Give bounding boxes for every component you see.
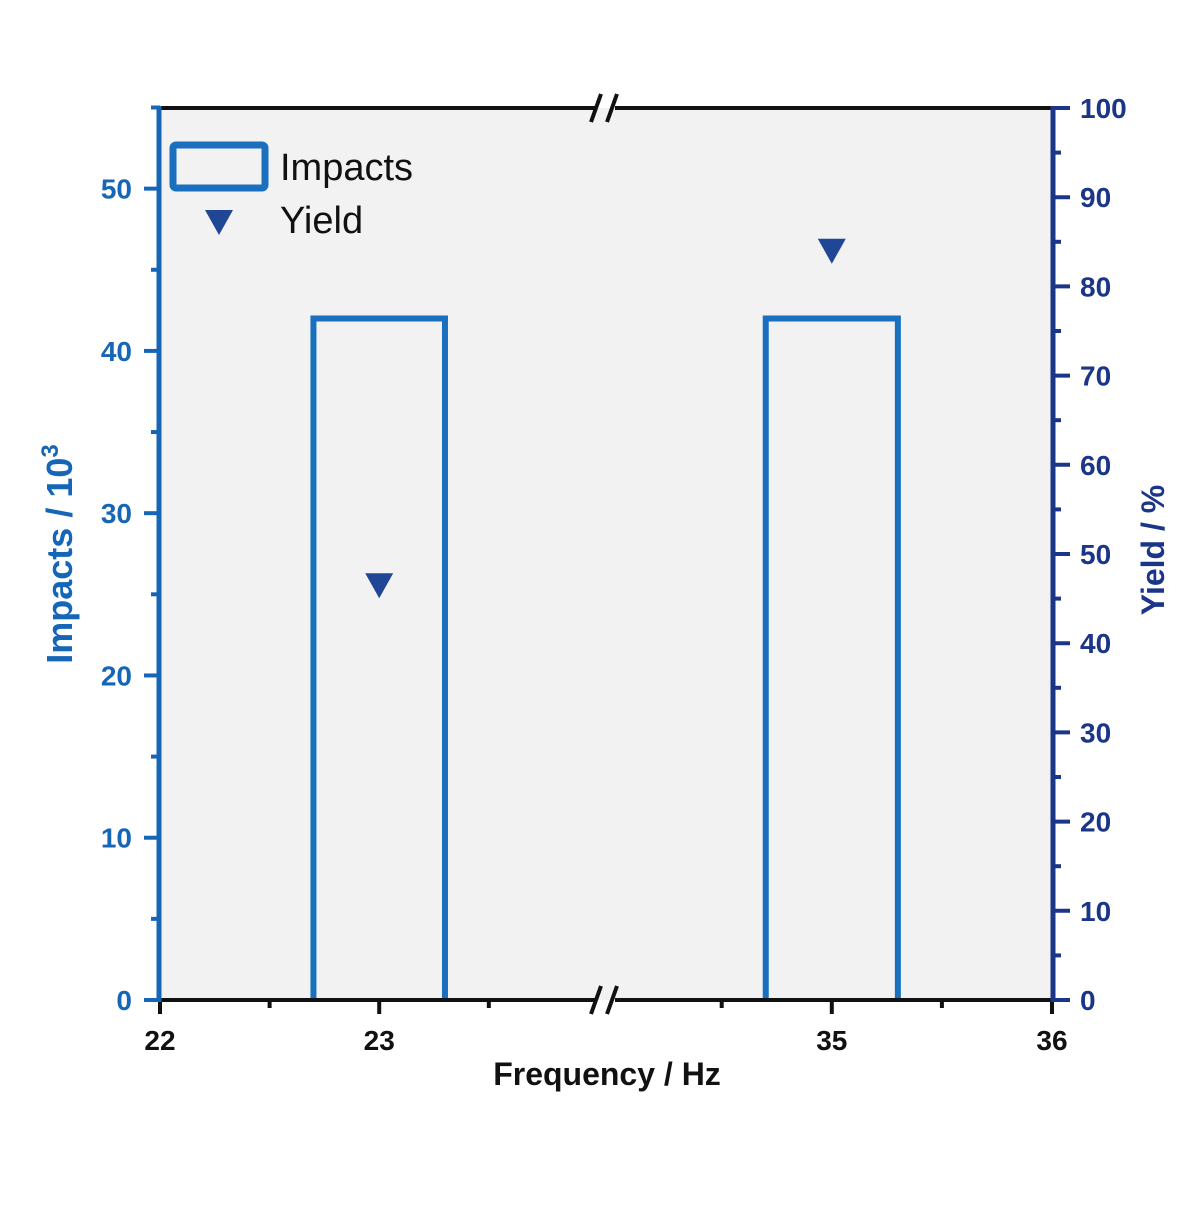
legend: Impacts Yield bbox=[169, 141, 413, 242]
marker-yield-23 bbox=[365, 573, 394, 599]
legend-swatch-impacts bbox=[169, 141, 269, 192]
y-right-tick-label: 100 bbox=[1080, 93, 1127, 124]
axis-break-icon bbox=[589, 985, 619, 1015]
y-left-tick-label: 0 bbox=[116, 985, 132, 1016]
y-left-tick-label: 50 bbox=[101, 174, 132, 205]
x-axis-label: Frequency / Hz bbox=[493, 1056, 721, 1092]
legend-label-yield: Yield bbox=[280, 200, 363, 242]
y-right-tick-label: 40 bbox=[1080, 628, 1111, 659]
bar-impacts-23 bbox=[310, 315, 448, 1000]
y-right-tick-label: 80 bbox=[1080, 271, 1111, 302]
x-tick-label: 22 bbox=[144, 1025, 175, 1056]
x-tick-label: 35 bbox=[816, 1025, 847, 1056]
y-right-tick-label: 50 bbox=[1080, 539, 1111, 570]
legend-label-impacts: Impacts bbox=[280, 147, 413, 189]
y-right-tick-label: 20 bbox=[1080, 807, 1111, 838]
y-axis-left-label-text: Impacts / 10 bbox=[39, 458, 80, 664]
y-left-tick-label: 30 bbox=[101, 498, 132, 529]
bar-impacts-35 bbox=[762, 315, 901, 1000]
y-right-tick-label: 70 bbox=[1080, 361, 1111, 392]
legend-marker-yield bbox=[205, 210, 233, 235]
y-right-tick-label: 0 bbox=[1080, 985, 1096, 1016]
y-axis-left-label-superscript: 3 bbox=[37, 444, 64, 457]
plot-background bbox=[160, 108, 1052, 1000]
y-right-tick-label: 10 bbox=[1080, 896, 1111, 927]
y-right-tick-label: 30 bbox=[1080, 717, 1111, 748]
y-right-tick-label: 90 bbox=[1080, 182, 1111, 213]
y-axis-left-label: Impacts / 103 bbox=[37, 444, 80, 663]
axis-break-icon bbox=[589, 93, 619, 123]
marker-yield-35 bbox=[817, 238, 846, 264]
y-left-tick-label: 40 bbox=[101, 336, 132, 367]
y-right-tick-label: 60 bbox=[1080, 450, 1111, 481]
y-left-tick-label: 10 bbox=[101, 823, 132, 854]
y-left-tick-label: 20 bbox=[101, 660, 132, 691]
x-tick-label: 36 bbox=[1036, 1025, 1067, 1056]
x-tick-label: 23 bbox=[364, 1025, 395, 1056]
y-axis-right-label: Yield / % bbox=[1135, 485, 1171, 615]
